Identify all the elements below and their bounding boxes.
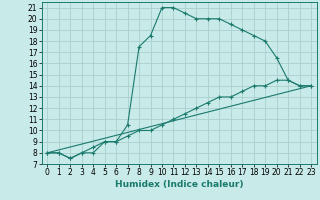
X-axis label: Humidex (Indice chaleur): Humidex (Indice chaleur) (115, 180, 244, 189)
